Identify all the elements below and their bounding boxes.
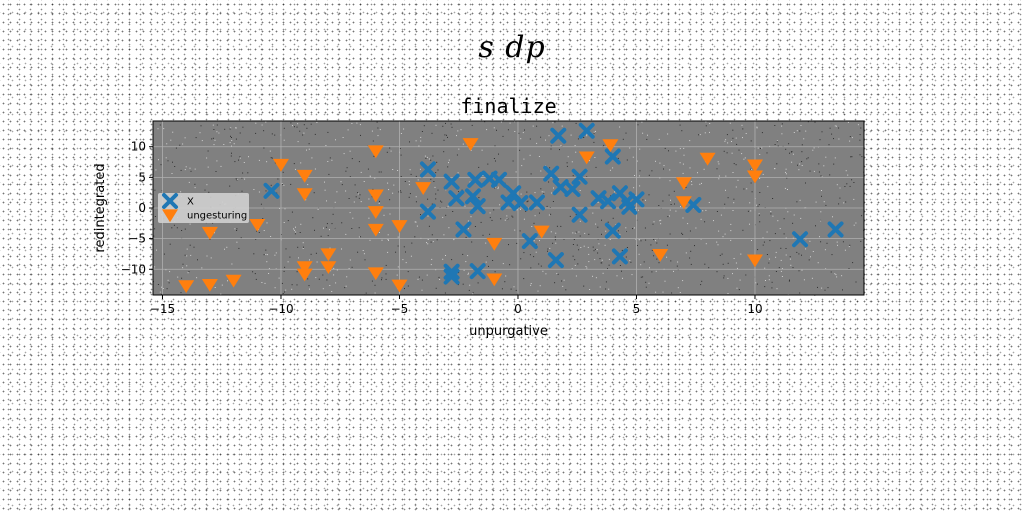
data-point-triangle xyxy=(675,196,692,210)
data-point-x xyxy=(685,196,702,213)
data-point-x xyxy=(543,165,560,182)
data-point-x xyxy=(469,263,486,280)
data-point-triangle xyxy=(652,248,669,262)
data-point-triangle xyxy=(367,145,384,159)
data-point-x xyxy=(528,194,545,211)
data-point-x xyxy=(464,188,481,205)
data-point-triangle xyxy=(249,218,266,232)
y-tick-label: −10 xyxy=(121,262,146,276)
data-point-triangle xyxy=(462,138,479,151)
data-point-triangle xyxy=(746,159,763,173)
data-point-triangle xyxy=(320,248,337,262)
legend-marker-x xyxy=(162,193,178,209)
data-point-x xyxy=(604,148,621,165)
data-point-x xyxy=(827,221,844,238)
data-point-triangle xyxy=(367,206,384,219)
y-tick-label: 0 xyxy=(138,201,146,215)
y-tick-label: −5 xyxy=(128,232,146,246)
data-point-triangle xyxy=(675,177,692,191)
data-point-x xyxy=(792,231,809,248)
data-point-x xyxy=(571,206,588,223)
data-point-x xyxy=(443,173,460,190)
data-point-x xyxy=(263,182,280,199)
data-point-triangle xyxy=(201,278,218,292)
x-tick-label: 5 xyxy=(633,302,641,316)
data-point-x xyxy=(419,203,436,220)
data-point-x xyxy=(467,171,484,188)
data-point-x xyxy=(600,193,617,210)
data-point-triangle xyxy=(746,254,763,268)
data-point-triangle xyxy=(296,169,313,183)
data-point-x xyxy=(443,263,460,280)
data-point-triangle xyxy=(367,189,384,203)
x-tick-label: −5 xyxy=(391,302,409,316)
series-2 xyxy=(178,138,763,294)
data-point-x xyxy=(578,122,595,139)
legend-box xyxy=(158,193,249,223)
data-point-x xyxy=(547,252,564,269)
data-point-x xyxy=(443,268,460,285)
data-point-x xyxy=(564,181,581,198)
legend-label: ungesturing xyxy=(187,211,247,222)
data-point-triangle xyxy=(272,158,289,172)
data-point-x xyxy=(491,171,508,188)
x-tick-label: −15 xyxy=(150,302,175,316)
data-point-x xyxy=(604,222,621,239)
data-point-triangle xyxy=(296,261,313,275)
data-point-triangle xyxy=(367,267,384,281)
data-point-triangle xyxy=(178,280,195,294)
data-point-triangle xyxy=(533,225,550,239)
data-point-triangle xyxy=(201,226,218,240)
data-point-x xyxy=(500,194,517,211)
x-tick-label: 10 xyxy=(747,302,762,316)
chart-title: finalize xyxy=(460,94,556,118)
x-tick-label: −10 xyxy=(268,302,293,316)
data-point-x xyxy=(455,221,472,238)
data-point-triangle xyxy=(486,273,503,287)
page-title: s dp xyxy=(478,30,546,65)
data-point-triangle xyxy=(602,139,619,153)
data-point-x xyxy=(628,191,645,208)
x-tick-label: 0 xyxy=(514,302,522,316)
series-1 xyxy=(263,122,844,285)
data-point-x xyxy=(550,127,567,144)
data-point-triangle xyxy=(391,220,408,233)
data-point-triangle xyxy=(699,152,716,166)
data-point-triangle xyxy=(578,151,595,165)
data-point-triangle xyxy=(296,188,313,202)
data-point-x xyxy=(571,168,588,185)
data-point-triangle xyxy=(225,274,242,288)
y-tick-label: 10 xyxy=(131,140,146,154)
data-point-x xyxy=(469,198,486,215)
legend-label: X xyxy=(187,197,194,208)
x-axis-label: unpurgative xyxy=(469,324,548,339)
data-point-x xyxy=(419,161,436,178)
data-point-triangle xyxy=(296,268,313,282)
y-axis-label: redintegrated xyxy=(93,163,108,252)
data-point-triangle xyxy=(746,170,763,184)
data-point-triangle xyxy=(367,223,384,237)
data-point-triangle xyxy=(415,182,432,195)
data-point-x xyxy=(611,248,628,265)
data-point-x xyxy=(448,190,465,207)
data-point-triangle xyxy=(486,237,503,251)
data-point-triangle xyxy=(320,261,337,275)
data-point-x xyxy=(521,233,538,250)
data-point-triangle xyxy=(391,279,408,293)
data-point-x xyxy=(512,195,529,212)
legend-marker-triangle xyxy=(162,209,178,223)
y-tick-label: 5 xyxy=(138,170,146,184)
